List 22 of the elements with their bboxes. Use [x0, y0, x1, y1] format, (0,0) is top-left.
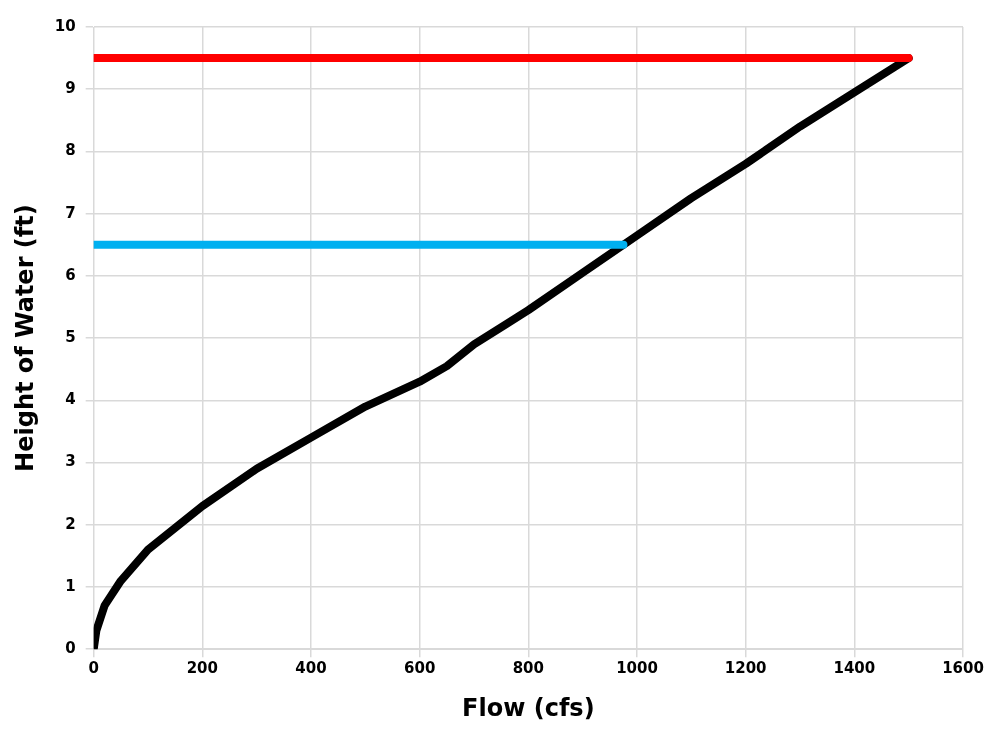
- y-tick-label: 6: [65, 265, 76, 284]
- x-tick-label: 1400: [833, 659, 876, 678]
- x-tick-label: 800: [512, 659, 544, 678]
- y-tick-label: 4: [65, 390, 76, 409]
- y-tick-label: 0: [65, 639, 76, 658]
- y-tick-label: 2: [65, 514, 76, 533]
- x-tick-label: 1000: [616, 659, 658, 678]
- x-tick-label: 1600: [942, 659, 984, 678]
- x-tick-label: 0: [88, 659, 99, 678]
- y-tick-label: 3: [65, 452, 76, 471]
- y-tick-label: 9: [65, 79, 76, 98]
- y-tick-label: 8: [65, 141, 76, 160]
- y-tick-label: 10: [54, 16, 76, 35]
- x-tick-label: 400: [295, 659, 327, 678]
- x-tick-label: 1200: [724, 659, 767, 678]
- y-tick-label: 1: [65, 576, 76, 595]
- x-tick-label: 600: [404, 659, 436, 678]
- y-tick-label: 7: [65, 203, 76, 222]
- y-axis-title: Height of Water (ft): [10, 204, 39, 472]
- x-axis-title: Flow (cfs): [462, 693, 595, 722]
- y-tick-label: 5: [65, 327, 76, 346]
- x-tick-label: 200: [186, 659, 218, 678]
